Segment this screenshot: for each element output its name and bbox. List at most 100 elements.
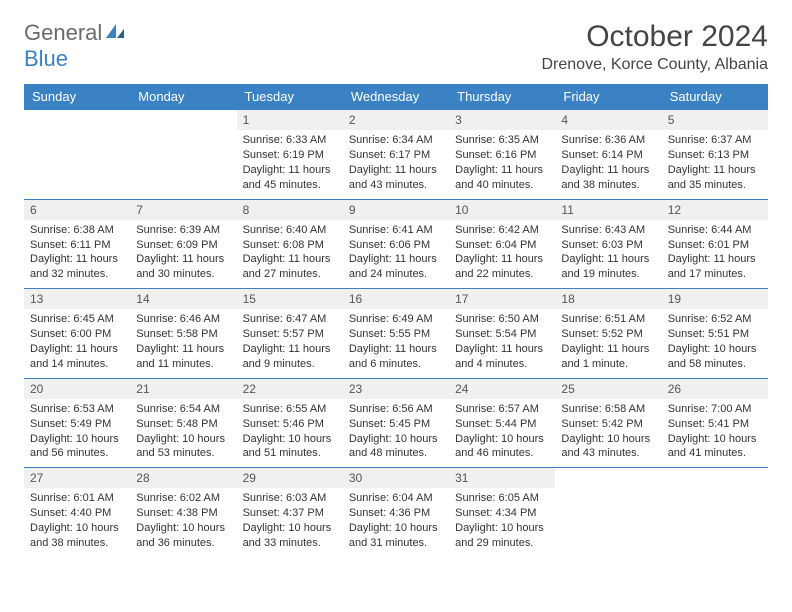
day-number: 12 xyxy=(662,199,768,220)
daylight-text: Daylight: 11 hours and 1 minute. xyxy=(561,342,655,372)
sunset-text: Sunset: 5:48 PM xyxy=(136,417,230,432)
daylight-text: Daylight: 11 hours and 30 minutes. xyxy=(136,252,230,282)
day-number: 4 xyxy=(555,109,661,130)
day-content: Sunrise: 6:46 AMSunset: 5:58 PMDaylight:… xyxy=(130,309,236,377)
day-content: Sunrise: 6:04 AMSunset: 4:36 PMDaylight:… xyxy=(343,488,449,556)
sunrise-text: Sunrise: 6:58 AM xyxy=(561,402,655,417)
calendar-cell: 1Sunrise: 6:33 AMSunset: 6:19 PMDaylight… xyxy=(237,109,343,199)
calendar-cell: 3Sunrise: 6:35 AMSunset: 6:16 PMDaylight… xyxy=(449,109,555,199)
calendar-cell: 16Sunrise: 6:49 AMSunset: 5:55 PMDayligh… xyxy=(343,288,449,378)
daylight-text: Daylight: 11 hours and 32 minutes. xyxy=(30,252,124,282)
day-number: 26 xyxy=(662,378,768,399)
sunset-text: Sunset: 6:06 PM xyxy=(349,238,443,253)
day-number: 9 xyxy=(343,199,449,220)
daylight-text: Daylight: 11 hours and 4 minutes. xyxy=(455,342,549,372)
sunset-text: Sunset: 6:00 PM xyxy=(30,327,124,342)
sunrise-text: Sunrise: 6:43 AM xyxy=(561,223,655,238)
calendar-cell: 13Sunrise: 6:45 AMSunset: 6:00 PMDayligh… xyxy=(24,288,130,378)
sunrise-text: Sunrise: 6:55 AM xyxy=(243,402,337,417)
calendar-week-row: 20Sunrise: 6:53 AMSunset: 5:49 PMDayligh… xyxy=(24,378,768,468)
daylight-text: Daylight: 10 hours and 31 minutes. xyxy=(349,521,443,551)
day-content: Sunrise: 6:41 AMSunset: 6:06 PMDaylight:… xyxy=(343,220,449,288)
calendar-cell: 6Sunrise: 6:38 AMSunset: 6:11 PMDaylight… xyxy=(24,199,130,289)
sunrise-text: Sunrise: 6:53 AM xyxy=(30,402,124,417)
sunrise-text: Sunrise: 6:34 AM xyxy=(349,133,443,148)
day-number: 6 xyxy=(24,199,130,220)
day-content: Sunrise: 6:38 AMSunset: 6:11 PMDaylight:… xyxy=(24,220,130,288)
sunrise-text: Sunrise: 6:41 AM xyxy=(349,223,443,238)
day-number: 2 xyxy=(343,109,449,130)
sunrise-text: Sunrise: 6:50 AM xyxy=(455,312,549,327)
day-number: 29 xyxy=(237,467,343,488)
calendar-cell: 26Sunrise: 7:00 AMSunset: 5:41 PMDayligh… xyxy=(662,378,768,468)
day-content: Sunrise: 6:44 AMSunset: 6:01 PMDaylight:… xyxy=(662,220,768,288)
day-content: Sunrise: 6:52 AMSunset: 5:51 PMDaylight:… xyxy=(662,309,768,377)
calendar-cell: 20Sunrise: 6:53 AMSunset: 5:49 PMDayligh… xyxy=(24,378,130,468)
day-header: Thursday xyxy=(449,84,555,109)
daylight-text: Daylight: 11 hours and 45 minutes. xyxy=(243,163,337,193)
calendar-cell: 2Sunrise: 6:34 AMSunset: 6:17 PMDaylight… xyxy=(343,109,449,199)
calendar-cell: 15Sunrise: 6:47 AMSunset: 5:57 PMDayligh… xyxy=(237,288,343,378)
day-number: 21 xyxy=(130,378,236,399)
sunset-text: Sunset: 5:49 PM xyxy=(30,417,124,432)
day-content: Sunrise: 6:53 AMSunset: 5:49 PMDaylight:… xyxy=(24,399,130,467)
sunset-text: Sunset: 6:08 PM xyxy=(243,238,337,253)
calendar-cell: 21Sunrise: 6:54 AMSunset: 5:48 PMDayligh… xyxy=(130,378,236,468)
calendar-cell: 31Sunrise: 6:05 AMSunset: 4:34 PMDayligh… xyxy=(449,467,555,557)
sunrise-text: Sunrise: 6:03 AM xyxy=(243,491,337,506)
day-content: Sunrise: 6:05 AMSunset: 4:34 PMDaylight:… xyxy=(449,488,555,556)
sunrise-text: Sunrise: 6:44 AM xyxy=(668,223,762,238)
day-number: 3 xyxy=(449,109,555,130)
calendar-cell: 7Sunrise: 6:39 AMSunset: 6:09 PMDaylight… xyxy=(130,199,236,289)
sunset-text: Sunset: 5:54 PM xyxy=(455,327,549,342)
calendar-cell: 27Sunrise: 6:01 AMSunset: 4:40 PMDayligh… xyxy=(24,467,130,557)
calendar-cell xyxy=(662,467,768,557)
calendar-cell: 12Sunrise: 6:44 AMSunset: 6:01 PMDayligh… xyxy=(662,199,768,289)
day-header: Friday xyxy=(555,84,661,109)
sunset-text: Sunset: 5:41 PM xyxy=(668,417,762,432)
sunrise-text: Sunrise: 6:47 AM xyxy=(243,312,337,327)
calendar-week-row: 6Sunrise: 6:38 AMSunset: 6:11 PMDaylight… xyxy=(24,199,768,289)
daylight-text: Daylight: 10 hours and 58 minutes. xyxy=(668,342,762,372)
sunset-text: Sunset: 4:37 PM xyxy=(243,506,337,521)
sunset-text: Sunset: 5:46 PM xyxy=(243,417,337,432)
day-content: Sunrise: 6:34 AMSunset: 6:17 PMDaylight:… xyxy=(343,130,449,198)
calendar-cell: 18 Sunrise: 6:51 AMSunset: 5:52 PMDayligh… xyxy=(555,288,661,378)
day-content: Sunrise: 6:40 AMSunset: 6:08 PMDaylight:… xyxy=(237,220,343,288)
sunrise-text: Sunrise: 6:45 AM xyxy=(30,312,124,327)
daylight-text: Daylight: 10 hours and 48 minutes. xyxy=(349,432,443,462)
day-number: 18 xyxy=(555,288,661,309)
day-number: 10 xyxy=(449,199,555,220)
sunset-text: Sunset: 6:03 PM xyxy=(561,238,655,253)
day-content: Sunrise: 6:37 AMSunset: 6:13 PMDaylight:… xyxy=(662,130,768,198)
day-number: 13 xyxy=(24,288,130,309)
day-number: 11 xyxy=(555,199,661,220)
day-content: Sunrise: 6:55 AMSunset: 5:46 PMDaylight:… xyxy=(237,399,343,467)
sunrise-text: Sunrise: 6:02 AM xyxy=(136,491,230,506)
sunset-text: Sunset: 5:52 PM xyxy=(561,327,655,342)
calendar-cell xyxy=(24,109,130,199)
sunrise-text: Sunrise: 6:51 AM xyxy=(561,312,655,327)
calendar-cell: 14Sunrise: 6:46 AMSunset: 5:58 PMDayligh… xyxy=(130,288,236,378)
calendar-cell: 5Sunrise: 6:37 AMSunset: 6:13 PMDaylight… xyxy=(662,109,768,199)
calendar-week-row: 13 Sunrise: 6:45 AMSunset: 6:00 PM Dayligh… xyxy=(24,288,768,378)
day-number: 24 xyxy=(449,378,555,399)
sunset-text: Sunset: 5:58 PM xyxy=(136,327,230,342)
sunrise-text: Sunrise: 6:33 AM xyxy=(243,133,337,148)
sunrise-text: Sunrise: 6:46 AM xyxy=(136,312,230,327)
daylight-text: Daylight: 11 hours and 19 minutes. xyxy=(561,252,655,282)
day-content: Sunrise: 6:50 AMSunset: 5:54 PMDaylight:… xyxy=(449,309,555,377)
sunset-text: Sunset: 5:51 PM xyxy=(668,327,762,342)
daylight-text: Daylight: 11 hours and 24 minutes. xyxy=(349,252,443,282)
sunset-text: Sunset: 6:17 PM xyxy=(349,148,443,163)
daylight-text: Daylight: 10 hours and 29 minutes. xyxy=(455,521,549,551)
daylight-text: Daylight: 11 hours and 9 minutes. xyxy=(243,342,337,372)
day-number: 5 xyxy=(662,109,768,130)
day-number: 28 xyxy=(130,467,236,488)
sunrise-text: Sunrise: 6:37 AM xyxy=(668,133,762,148)
sunset-text: Sunset: 5:42 PM xyxy=(561,417,655,432)
daylight-text: Daylight: 10 hours and 38 minutes. xyxy=(30,521,124,551)
daylight-text: Daylight: 11 hours and 6 minutes. xyxy=(349,342,443,372)
day-content: Sunrise: 6:42 AMSunset: 6:04 PMDaylight:… xyxy=(449,220,555,288)
day-content: Sunrise: 6:58 AMSunset: 5:42 PMDaylight:… xyxy=(555,399,661,467)
